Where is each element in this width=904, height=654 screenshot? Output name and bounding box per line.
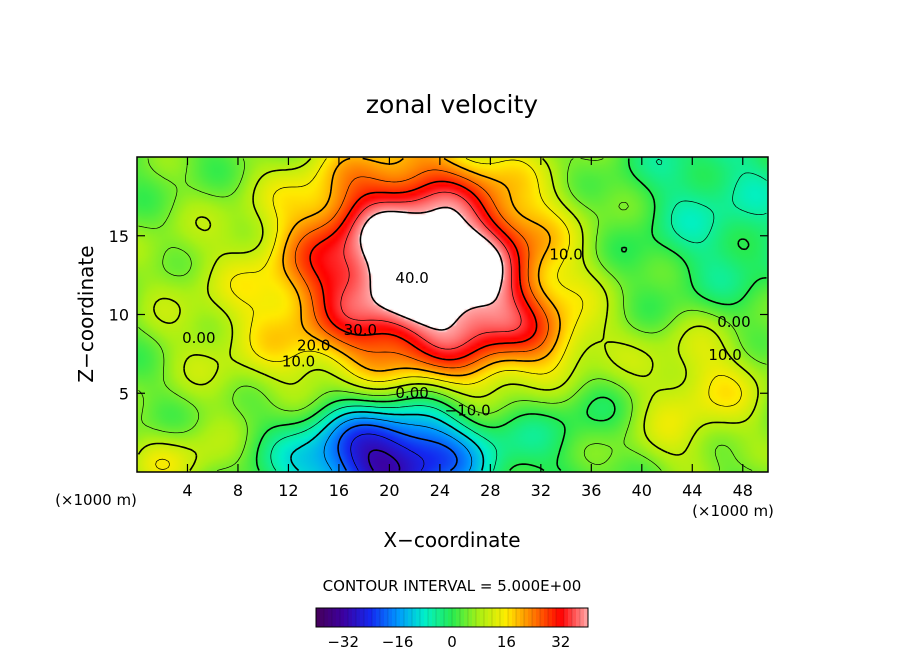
y-axis-ticks: 5 10 15 (109, 227, 768, 403)
colorbar-tick-label: −32 (327, 633, 359, 651)
x-tick-label: 48 (733, 481, 753, 500)
contour-line-neg25 (350, 433, 425, 471)
contour-line-20 (282, 157, 561, 377)
colorbar-tick-label: 0 (447, 633, 457, 651)
contour-line-neg15 (323, 417, 473, 471)
x-tick-label: 24 (430, 481, 450, 500)
x-unit-left: (×1000 m) (55, 491, 137, 509)
x-tick-label: 36 (581, 481, 601, 500)
contour-interval-text: CONTOUR INTERVAL = 5.000E+00 (323, 577, 582, 595)
contour-label: 10.0 (549, 245, 582, 263)
contour-label: 0.00 (182, 329, 215, 347)
chart-title: zonal velocity (366, 90, 538, 119)
contour-line-30 (309, 180, 538, 361)
contour-label: 40.0 (395, 269, 428, 287)
contour-line-neg20 (337, 424, 458, 472)
contour-line-40 (359, 206, 504, 331)
contour-lines (137, 157, 767, 472)
contour-line-10 (137, 157, 759, 471)
colorbar-tick-label: 16 (497, 633, 516, 651)
x-axis-label: X−coordinate (383, 528, 520, 552)
x-tick-label: 28 (480, 481, 500, 500)
contour-label: 0.00 (395, 384, 428, 402)
x-tick-label: 12 (278, 481, 298, 500)
contour-line-35 (340, 191, 522, 350)
velocity-field-heatmap (137, 157, 768, 472)
colorbar-gradient (316, 608, 588, 627)
contour-line-neg30 (367, 449, 401, 471)
contour-label: 20.0 (297, 337, 330, 355)
contour-line-25 (294, 169, 549, 369)
y-tick-label: 10 (109, 306, 129, 325)
x-tick-label: 8 (233, 481, 243, 500)
contour-line-neg5 (270, 158, 767, 471)
y-tick-label: 15 (109, 227, 129, 246)
x-tick-label: 44 (682, 481, 702, 500)
x-tick-label: 32 (531, 481, 551, 500)
y-axis-label: Z−coordinate (74, 245, 98, 382)
x-tick-label: 4 (182, 481, 192, 500)
contour-label: −10.0 (445, 401, 491, 419)
contour-label: 10.0 (282, 352, 315, 370)
contour-line-neg10 (290, 411, 485, 472)
plot-area: 40.030.020.010.010.00.000.00−10.00.0010.… (136, 156, 769, 473)
colorbar-frame (315, 607, 589, 628)
colorbar: −32 −16 0 16 32 (315, 607, 589, 651)
x-tick-label: 20 (379, 481, 399, 500)
colorbar-tick-label: 32 (551, 633, 570, 651)
x-tick-label: 40 (632, 481, 652, 500)
contour-label: 0.00 (717, 313, 750, 331)
x-axis-ticks: 4 8 12 16 20 24 28 32 36 40 44 48 (182, 157, 753, 500)
x-tick-label: 16 (329, 481, 349, 500)
contour-line-0 (255, 158, 767, 472)
colorbar-tick-label: −16 (382, 633, 414, 651)
y-tick-label: 5 (119, 384, 129, 403)
contour-label: 30.0 (344, 321, 377, 339)
contour-label: 10.0 (708, 346, 741, 364)
contour-line-5 (138, 158, 767, 471)
x-unit-right: (×1000 m) (692, 502, 774, 520)
contour-line-15 (155, 158, 742, 470)
colorbar-ticks: −32 −16 0 16 32 (323, 608, 581, 651)
contour-labels: 40.030.020.010.010.00.000.00−10.00.0010.… (182, 245, 750, 419)
